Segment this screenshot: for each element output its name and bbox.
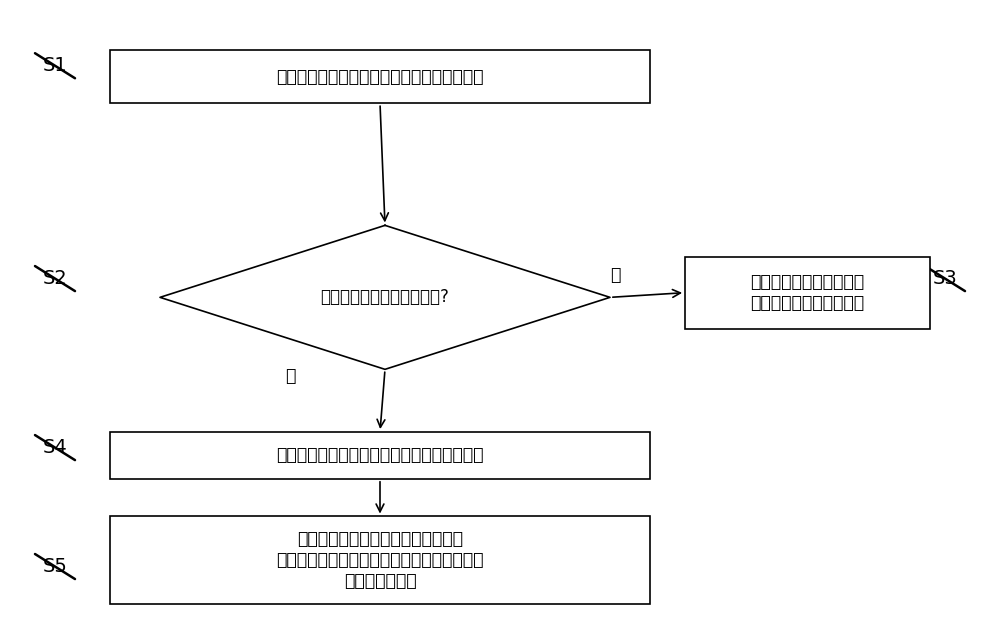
Text: S3: S3 — [933, 269, 957, 288]
Bar — [685, 257, 930, 329]
Text: 采集电池表面动态应力以及电池工作状态信号: 采集电池表面动态应力以及电池工作状态信号 — [276, 68, 484, 86]
Text: 将前一次估算结果作为当
前锂离子电池的荷电状态: 将前一次估算结果作为当 前锂离子电池的荷电状态 — [750, 274, 865, 312]
Polygon shape — [160, 225, 610, 369]
Text: 否: 否 — [285, 367, 295, 384]
Text: 根据得到的电池表面静态应力，结合
应力与的电状态的对应函数，估算得到锂离子
电池的荷电状态: 根据得到的电池表面静态应力，结合 应力与的电状态的对应函数，估算得到锂离子 电池… — [276, 530, 484, 590]
Bar — [110, 516, 650, 604]
Text: S1: S1 — [43, 56, 67, 75]
Text: S2: S2 — [43, 269, 67, 288]
Text: 是: 是 — [610, 267, 620, 284]
Bar — [110, 50, 650, 103]
Text: 判断电池是否处于静置状态?: 判断电池是否处于静置状态? — [321, 289, 449, 306]
Text: S4: S4 — [43, 438, 67, 457]
Text: S5: S5 — [43, 557, 67, 576]
Bar — [110, 432, 650, 479]
Text: 根据电池表面动态应力得到电池表面静态应力: 根据电池表面动态应力得到电池表面静态应力 — [276, 446, 484, 464]
